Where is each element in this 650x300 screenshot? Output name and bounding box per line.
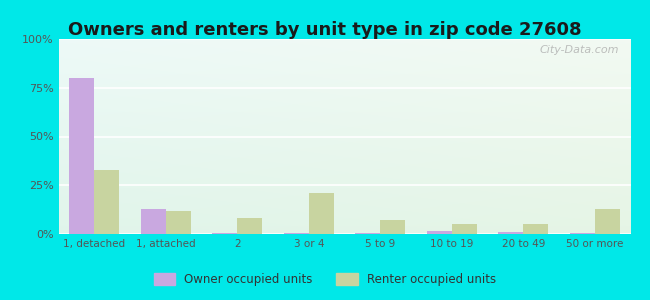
Bar [237, 218, 262, 234]
Legend: Owner occupied units, Renter occupied units: Owner occupied units, Renter occupied un… [149, 268, 501, 291]
Bar [427, 231, 452, 234]
Bar [309, 193, 334, 234]
Bar [452, 224, 476, 234]
Bar [212, 233, 237, 234]
Text: City-Data.com: City-Data.com [540, 45, 619, 55]
Bar [284, 233, 309, 234]
Bar [523, 224, 548, 234]
Bar [380, 220, 406, 234]
Bar [355, 233, 380, 234]
Bar [499, 232, 523, 234]
Bar [166, 211, 191, 234]
Bar [569, 233, 595, 234]
Bar [140, 209, 166, 234]
Bar [69, 78, 94, 234]
Text: Owners and renters by unit type in zip code 27608: Owners and renters by unit type in zip c… [68, 21, 582, 39]
Bar [94, 170, 120, 234]
Bar [595, 209, 620, 234]
